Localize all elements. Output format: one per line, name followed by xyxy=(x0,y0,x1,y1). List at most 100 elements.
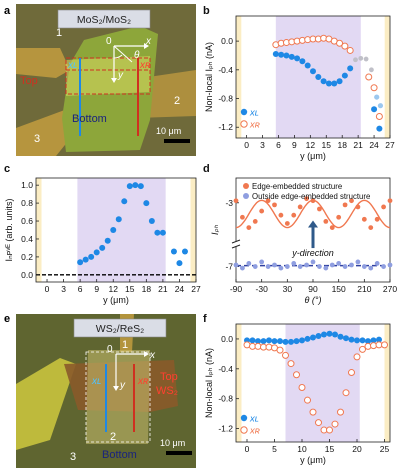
electrode-label-e-3: 3 xyxy=(70,451,76,463)
plot-frame xyxy=(235,323,391,443)
x-tick-label: 21 xyxy=(158,284,168,294)
y-tick-label: 0.0 xyxy=(21,270,33,280)
plot-frame xyxy=(35,177,197,283)
data-point-b-series2 xyxy=(353,57,358,63)
x-tick-label: 270 xyxy=(383,284,397,294)
panel-letter-c: c xyxy=(4,163,10,175)
y-axis-title: Iₙᴘᵛᴱ (arb. units) xyxy=(4,199,14,262)
xl-label-a: xʟ xyxy=(67,60,77,71)
x-axis-title: y (μm) xyxy=(103,295,129,305)
data-point-c-series0 xyxy=(181,248,188,255)
y-tick-label: -7 xyxy=(225,262,233,272)
panel-letter-d: d xyxy=(203,163,210,175)
data-point-c-series0 xyxy=(132,182,139,189)
y-tick-label: -1.2 xyxy=(218,424,233,434)
x-tick-label: 25 xyxy=(380,444,390,454)
xr-label-a: xʀ xyxy=(139,60,151,71)
data-point-c-series0 xyxy=(154,229,161,236)
x-arrowhead-a xyxy=(144,43,149,49)
x-tick-label: 3 xyxy=(260,140,265,150)
scale-bar-label-a: 10 μm xyxy=(156,126,181,136)
x-tick-label: 27 xyxy=(385,140,395,150)
data-point-f-series1 xyxy=(276,346,284,354)
y-tick-label: 1.0 xyxy=(21,180,33,190)
data-point-b-series3 xyxy=(374,94,380,100)
region-box-e xyxy=(85,351,151,443)
plot-frame xyxy=(235,15,391,139)
legend-marker xyxy=(240,414,248,422)
data-point-d-series0 xyxy=(349,198,354,204)
legend-marker xyxy=(240,120,248,128)
data-point-d-series0 xyxy=(368,225,374,231)
data-point-d-series0 xyxy=(361,216,367,222)
data-point-c-series0 xyxy=(93,249,100,256)
legend-label: xʀ xyxy=(249,120,260,131)
x-axis-title: y (μm) xyxy=(300,151,326,161)
shaded-span xyxy=(77,178,166,282)
panel-letter-b: b xyxy=(203,5,210,17)
data-point-f-series0 xyxy=(266,337,272,344)
x-tick-label: 15 xyxy=(322,140,332,150)
data-point-f-series0 xyxy=(277,338,283,345)
data-point-f-series1 xyxy=(381,341,388,349)
data-point-d-series1 xyxy=(381,264,386,269)
top-label-e: Top xyxy=(160,371,178,383)
x-tick-label: 12 xyxy=(306,140,316,150)
data-point-c-series0 xyxy=(110,227,117,233)
data-point-b-series0 xyxy=(272,51,279,58)
y-tick-label: -3 xyxy=(225,198,233,208)
x-tick-label: 27 xyxy=(191,284,201,294)
y-tick-label: 0.0 xyxy=(221,36,233,46)
data-point-b-series0 xyxy=(299,58,306,65)
x-axis-title: θ (°) xyxy=(305,295,322,305)
bottom-label-e: Bottom xyxy=(102,449,137,461)
data-point-b-series0 xyxy=(331,80,338,87)
legend-marker xyxy=(240,426,248,434)
panel-b-chart: b 0 3 6 9 12 15 18 21 24 27 0.0 -0.4 -0.8 -1.2 y (μm) No… xyxy=(203,5,395,161)
data-point-b-series0 xyxy=(325,80,332,87)
data-point-f-series0 xyxy=(354,337,360,344)
data-point-f-series0 xyxy=(288,338,294,345)
y-axis-label-a: y xyxy=(117,70,124,81)
title-box-e xyxy=(73,318,167,338)
x-tick-label: 90 xyxy=(308,284,318,294)
x-tick-label: 30 xyxy=(283,284,293,294)
data-point-d-series1 xyxy=(304,262,309,268)
data-point-b-series0 xyxy=(341,72,348,79)
xl-label-e: xʟ xyxy=(91,376,101,387)
panel-f-chart: f 0 5 10 15 20 25 0.0 -0.4 -0.8 -1.2 y (μm) Non-loca… xyxy=(203,313,391,465)
data-point-b-series0 xyxy=(294,55,301,62)
data-point-f-series0 xyxy=(337,333,344,340)
data-point-d-series0 xyxy=(265,198,271,204)
y-tick-label: -1.2 xyxy=(218,122,233,132)
scale-bar-label-e: 10 μm xyxy=(160,438,185,448)
x-tick-label: 12 xyxy=(109,284,119,294)
data-point-d-series1 xyxy=(297,264,303,269)
x-tick-label: 15 xyxy=(325,444,335,454)
x-tick-label: 0 xyxy=(245,444,250,454)
data-point-d-series0 xyxy=(374,216,380,222)
data-point-f-series0 xyxy=(370,337,377,344)
data-point-b-series1 xyxy=(370,84,378,92)
data-point-b-series2 xyxy=(363,56,369,62)
data-point-b-series2 xyxy=(369,67,374,73)
data-point-f-series0 xyxy=(249,337,256,344)
y-tick-label: 0.8 xyxy=(21,198,33,208)
data-point-f-series1 xyxy=(309,408,317,416)
legend-label: xʟ xyxy=(249,108,259,119)
panel-letter-f: f xyxy=(203,313,207,325)
data-point-d-series0 xyxy=(233,198,239,204)
data-point-b-series0 xyxy=(278,51,285,58)
data-point-c-series0 xyxy=(88,253,95,260)
data-point-b-series0 xyxy=(288,53,295,60)
x-axis-label-a: x xyxy=(145,36,152,47)
y-axis-label-e: y xyxy=(119,380,126,391)
data-point-b-series1 xyxy=(346,46,354,54)
data-point-b-series0 xyxy=(347,65,354,72)
data-point-b-series3 xyxy=(377,103,384,109)
xr-label-e: xʀ xyxy=(137,376,149,387)
top-material-e: WS₂ xyxy=(156,385,178,397)
data-point-d-series1 xyxy=(265,264,271,269)
data-point-d-series0 xyxy=(323,219,329,224)
x-arrowhead-e xyxy=(144,351,149,357)
